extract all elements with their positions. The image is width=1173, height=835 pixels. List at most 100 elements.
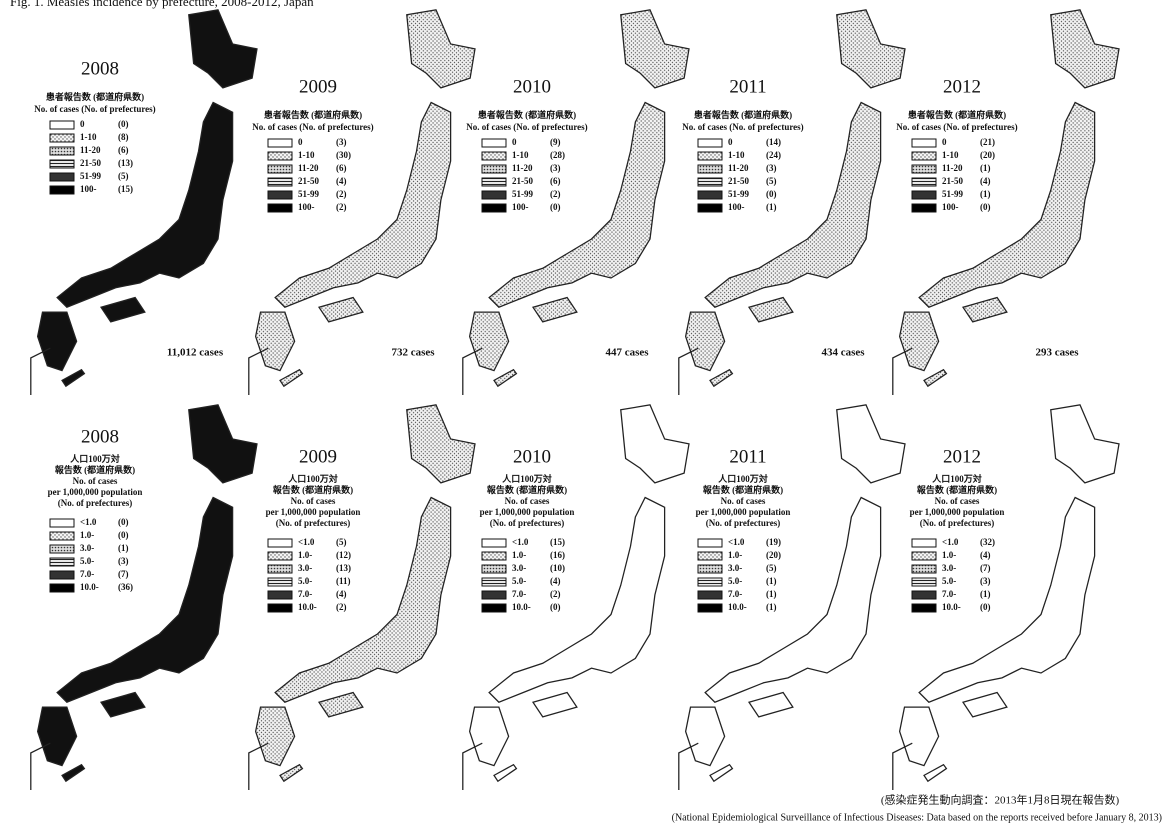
legend-swatch [267, 151, 293, 161]
legend-label: 11-20 [80, 145, 101, 155]
legend-title-en: No. of cases (No. of prefectures) [34, 104, 155, 114]
japan-map [30, 404, 258, 790]
legend-swatch [481, 164, 507, 174]
legend-label: 1.0- [728, 550, 742, 560]
legend-label: 10.0- [942, 602, 961, 612]
legend-swatch [481, 551, 507, 561]
legend-count: (5) [336, 537, 347, 547]
legend-count: (15) [118, 184, 133, 194]
legend-swatch [267, 164, 293, 174]
legend-count: (0) [118, 530, 129, 540]
legend-swatch [49, 544, 75, 554]
legend-label: <1.0 [512, 537, 529, 547]
legend-label: 10.0- [728, 602, 747, 612]
total-cases: 11,012 cases [167, 347, 224, 359]
legend-label: <1.0 [80, 517, 97, 527]
legend-swatch [481, 177, 507, 187]
legend-label: <1.0 [728, 537, 745, 547]
legend-label: 5.0- [298, 576, 312, 586]
legend-count: (3) [766, 163, 777, 173]
legend-swatch [911, 603, 937, 613]
legend-count: (12) [336, 550, 351, 560]
total-cases: 293 cases [1035, 347, 1079, 359]
legend-swatch [911, 564, 937, 574]
legend-label: 3.0- [298, 563, 312, 573]
legend-count: (0) [550, 602, 561, 612]
legend-count: (1) [766, 576, 777, 586]
footer-en: (National Epidemiological Surveillance o… [672, 812, 1162, 823]
japan-map [30, 9, 258, 395]
legend-swatch [267, 551, 293, 561]
legend-label: 51-99 [512, 189, 533, 199]
legend-swatch [481, 203, 507, 213]
legend-title-ja: 患者報告数 (都道府県数) [694, 109, 792, 120]
legend-label: 0 [942, 137, 947, 147]
legend-count: (1) [980, 189, 991, 199]
legend-title-ja: 患者報告数 (都道府県数) [46, 91, 144, 102]
legend-label: <1.0 [942, 537, 959, 547]
legend-label: 51-99 [298, 189, 319, 199]
legend-count: (1) [766, 202, 777, 212]
legend-label: 7.0- [942, 589, 956, 599]
legend-label: 21-50 [728, 176, 749, 186]
legend-title-en: No. of cases (No. of prefectures) [252, 122, 373, 132]
legend-title: 人口100万対 [717, 473, 768, 484]
legend-title: 報告数 (都道府県数) [487, 484, 567, 495]
legend-count: (19) [766, 537, 781, 547]
legend-label: 7.0- [728, 589, 742, 599]
legend-label: 1-10 [80, 132, 97, 142]
legend-label: 5.0- [942, 576, 956, 586]
legend-title: per 1,000,000 population [266, 507, 361, 517]
legend-swatch [267, 203, 293, 213]
legend-swatch [267, 190, 293, 200]
legend-count: (4) [980, 176, 991, 186]
legend-count: (1) [980, 163, 991, 173]
legend-label: 100- [512, 202, 529, 212]
legend-title: 報告数 (都道府県数) [55, 464, 135, 475]
legend-label: 0 [298, 137, 303, 147]
legend-label: 5.0- [80, 556, 94, 566]
legend-label: 3.0- [80, 543, 94, 553]
legend-swatch [697, 151, 723, 161]
japan-map [462, 9, 690, 395]
legend-title: per 1,000,000 population [696, 507, 791, 517]
legend-title: No. of cases [73, 476, 118, 486]
legend-title-ja: 患者報告数 (都道府県数) [908, 109, 1006, 120]
legend-title: (No. of prefectures) [920, 518, 994, 528]
legend-count: (24) [766, 150, 781, 160]
legend-swatch [481, 538, 507, 548]
legend-count: (1) [980, 589, 991, 599]
legend-swatch [49, 557, 75, 567]
legend-count: (3) [336, 137, 347, 147]
legend-label: 1.0- [80, 530, 94, 540]
legend-count: (20) [980, 150, 995, 160]
legend-swatch [267, 603, 293, 613]
legend-swatch [481, 590, 507, 600]
legend-label: 51-99 [728, 189, 749, 199]
legend-label: 100- [80, 184, 97, 194]
total-cases: 447 cases [605, 347, 649, 359]
legend-label: 21-50 [942, 176, 963, 186]
legend-swatch [49, 531, 75, 541]
legend-title: 報告数 (都道府県数) [273, 484, 353, 495]
legend-count: (2) [336, 202, 347, 212]
legend-title: 人口100万対 [287, 473, 338, 484]
legend-count: (3) [118, 556, 129, 566]
legend-label: 11-20 [942, 163, 963, 173]
legend-label: 11-20 [298, 163, 319, 173]
legend-count: (4) [336, 176, 347, 186]
legend-swatch [481, 190, 507, 200]
legend-count: (14) [766, 137, 781, 147]
legend-label: 7.0- [512, 589, 526, 599]
legend-title: 報告数 (都道府県数) [917, 484, 997, 495]
legend-label: 7.0- [298, 589, 312, 599]
total-cases: 434 cases [821, 347, 865, 359]
legend-count: (21) [980, 137, 995, 147]
legend-count: (30) [336, 150, 351, 160]
legend-count: (6) [118, 145, 129, 155]
legend-label: 11-20 [512, 163, 533, 173]
legend-count: (6) [336, 163, 347, 173]
legend-label: 1-10 [298, 150, 315, 160]
legend-swatch [481, 151, 507, 161]
